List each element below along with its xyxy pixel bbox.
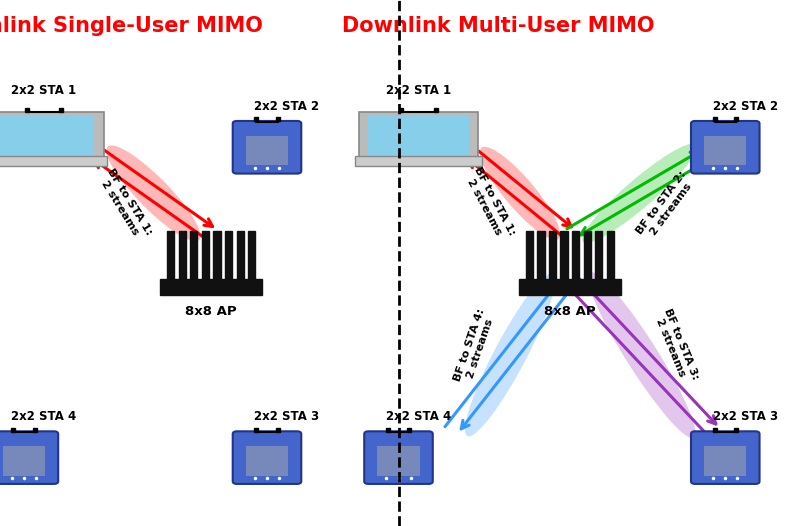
FancyBboxPatch shape	[368, 116, 469, 159]
Text: 2x2 STA 3: 2x2 STA 3	[254, 410, 320, 423]
Text: BF to STA 1:
2 streams: BF to STA 1: 2 streams	[461, 166, 516, 243]
Ellipse shape	[106, 145, 201, 241]
FancyBboxPatch shape	[704, 136, 747, 165]
FancyBboxPatch shape	[691, 431, 760, 484]
FancyBboxPatch shape	[245, 136, 289, 165]
FancyBboxPatch shape	[377, 446, 420, 476]
FancyBboxPatch shape	[595, 231, 603, 279]
FancyBboxPatch shape	[537, 231, 544, 279]
FancyBboxPatch shape	[355, 156, 481, 166]
FancyBboxPatch shape	[691, 121, 760, 174]
FancyBboxPatch shape	[237, 231, 244, 279]
FancyBboxPatch shape	[560, 231, 567, 279]
Ellipse shape	[465, 274, 556, 437]
FancyBboxPatch shape	[0, 113, 104, 165]
FancyBboxPatch shape	[359, 113, 478, 165]
FancyBboxPatch shape	[519, 279, 621, 295]
FancyBboxPatch shape	[0, 431, 58, 484]
FancyBboxPatch shape	[364, 431, 433, 484]
FancyBboxPatch shape	[233, 121, 301, 174]
Text: 2x2 STA 1: 2x2 STA 1	[386, 84, 451, 97]
Text: BF to STA 1:
2 streams: BF to STA 1: 2 streams	[95, 167, 154, 243]
FancyBboxPatch shape	[179, 231, 186, 279]
FancyBboxPatch shape	[583, 231, 591, 279]
FancyBboxPatch shape	[2, 446, 45, 476]
Text: 2x2 STA 2: 2x2 STA 2	[713, 100, 778, 113]
FancyBboxPatch shape	[202, 231, 209, 279]
Text: 2x2 STA 1: 2x2 STA 1	[11, 84, 77, 97]
Text: Downlink Multi-User MIMO: Downlink Multi-User MIMO	[342, 16, 654, 36]
FancyBboxPatch shape	[549, 231, 556, 279]
FancyBboxPatch shape	[167, 231, 175, 279]
Text: 2x2 STA 4: 2x2 STA 4	[386, 410, 451, 423]
Text: 8x8 AP: 8x8 AP	[544, 305, 595, 318]
Text: BF to STA 3:
2 streams: BF to STA 3: 2 streams	[651, 307, 700, 385]
FancyBboxPatch shape	[607, 231, 614, 279]
Ellipse shape	[583, 144, 697, 243]
Text: 2x2 STA 2: 2x2 STA 2	[254, 100, 320, 113]
FancyBboxPatch shape	[572, 231, 579, 279]
FancyBboxPatch shape	[0, 156, 107, 166]
FancyBboxPatch shape	[704, 446, 747, 476]
Text: BF to STA 2:
2 streams: BF to STA 2: 2 streams	[634, 169, 697, 243]
Text: 8x8 AP: 8x8 AP	[186, 305, 237, 318]
FancyBboxPatch shape	[190, 231, 198, 279]
FancyBboxPatch shape	[233, 431, 301, 484]
FancyBboxPatch shape	[526, 231, 533, 279]
Text: BF to STA 4:
2 streams: BF to STA 4: 2 streams	[452, 308, 497, 387]
FancyBboxPatch shape	[214, 231, 221, 279]
Text: Downlink Single-User MIMO: Downlink Single-User MIMO	[0, 16, 262, 36]
Ellipse shape	[587, 272, 696, 438]
Text: 2x2 STA 4: 2x2 STA 4	[11, 410, 77, 423]
FancyBboxPatch shape	[160, 279, 262, 295]
FancyBboxPatch shape	[225, 231, 232, 279]
FancyBboxPatch shape	[248, 231, 255, 279]
FancyBboxPatch shape	[245, 446, 289, 476]
Text: 2x2 STA 3: 2x2 STA 3	[713, 410, 778, 423]
FancyBboxPatch shape	[0, 116, 94, 159]
Ellipse shape	[480, 147, 560, 240]
